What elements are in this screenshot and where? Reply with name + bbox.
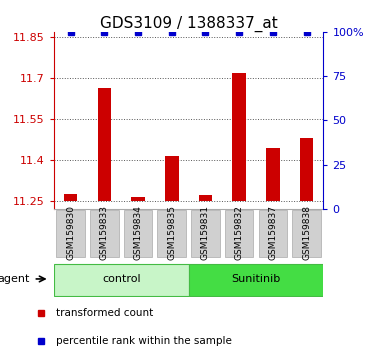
FancyBboxPatch shape: [57, 210, 85, 257]
Bar: [300, 138, 313, 201]
Text: agent: agent: [0, 274, 30, 284]
Bar: [233, 73, 246, 201]
Text: percentile rank within the sample: percentile rank within the sample: [56, 336, 232, 346]
FancyBboxPatch shape: [124, 210, 152, 257]
Title: GDS3109 / 1388337_at: GDS3109 / 1388337_at: [100, 16, 278, 32]
Text: GSM159832: GSM159832: [235, 205, 244, 260]
FancyBboxPatch shape: [292, 210, 321, 257]
Text: transformed count: transformed count: [56, 308, 154, 318]
FancyBboxPatch shape: [54, 264, 189, 296]
Text: GSM159837: GSM159837: [268, 205, 277, 260]
FancyBboxPatch shape: [259, 210, 287, 257]
Bar: [199, 195, 212, 201]
Text: GSM159833: GSM159833: [100, 205, 109, 260]
Bar: [98, 88, 111, 201]
Bar: [64, 194, 77, 201]
FancyBboxPatch shape: [225, 210, 253, 257]
Text: GSM159835: GSM159835: [167, 205, 176, 260]
Bar: [131, 196, 145, 201]
FancyBboxPatch shape: [90, 210, 119, 257]
Bar: [165, 156, 179, 201]
Text: GSM159838: GSM159838: [302, 205, 311, 260]
FancyBboxPatch shape: [189, 264, 323, 296]
Text: control: control: [102, 274, 141, 284]
Text: GSM159831: GSM159831: [201, 205, 210, 260]
FancyBboxPatch shape: [191, 210, 220, 257]
Text: GSM159830: GSM159830: [66, 205, 75, 260]
Bar: [266, 148, 280, 201]
Text: GSM159834: GSM159834: [134, 205, 142, 260]
Text: Sunitinib: Sunitinib: [231, 274, 281, 284]
FancyBboxPatch shape: [157, 210, 186, 257]
